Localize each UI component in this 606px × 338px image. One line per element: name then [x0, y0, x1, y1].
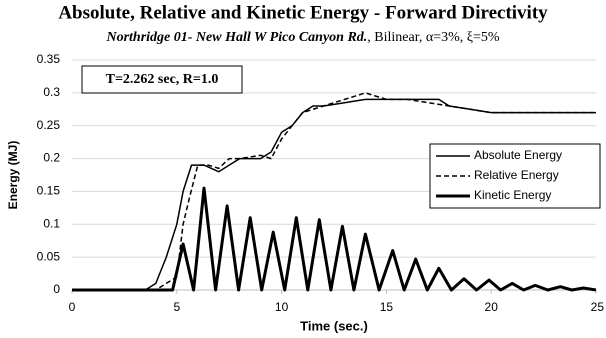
x-tick-label: 0: [69, 300, 76, 314]
y-tick-label: 0.25: [37, 118, 61, 132]
legend-label: Kinetic Energy: [474, 188, 551, 202]
chart-title: Absolute, Relative and Kinetic Energy - …: [58, 2, 548, 23]
x-axis-label: Time (sec.): [300, 318, 368, 333]
x-tick-label: 20: [485, 300, 499, 314]
y-tick-label: 0.35: [37, 52, 61, 66]
series-line: [72, 92, 596, 291]
x-tick-label: 15: [380, 300, 394, 314]
series-line: [72, 98, 596, 291]
legend-label: Relative Energy: [474, 168, 559, 182]
chart-subtitle: Northridge 01- New Hall W Pico Canyon Rd…: [105, 30, 499, 45]
y-axis-label: Energy (MJ): [6, 141, 20, 210]
y-tick-label: 0.3: [43, 85, 60, 99]
y-tick-label: 0.1: [43, 216, 60, 230]
subtitle-rest: , Bilinear, α=3%, ξ=5%: [367, 30, 500, 45]
x-tick-label: 10: [275, 300, 289, 314]
y-tick-label: 0: [53, 282, 60, 296]
x-tick-label: 25: [591, 300, 605, 314]
y-tick-label: 0.15: [37, 184, 61, 198]
x-tick-label: 5: [173, 300, 180, 314]
y-tick-label: 0.05: [37, 249, 61, 263]
annotation-box: [81, 65, 243, 94]
legend-label: Absolute Energy: [474, 148, 562, 162]
annotation: T=2.262 sec, R=1.0: [106, 72, 219, 87]
series-line: [72, 186, 597, 292]
subtitle-bold: Northridge 01- New Hall W Pico Canyon Rd…: [105, 30, 367, 45]
y-tick-label: 0.2: [43, 151, 60, 165]
